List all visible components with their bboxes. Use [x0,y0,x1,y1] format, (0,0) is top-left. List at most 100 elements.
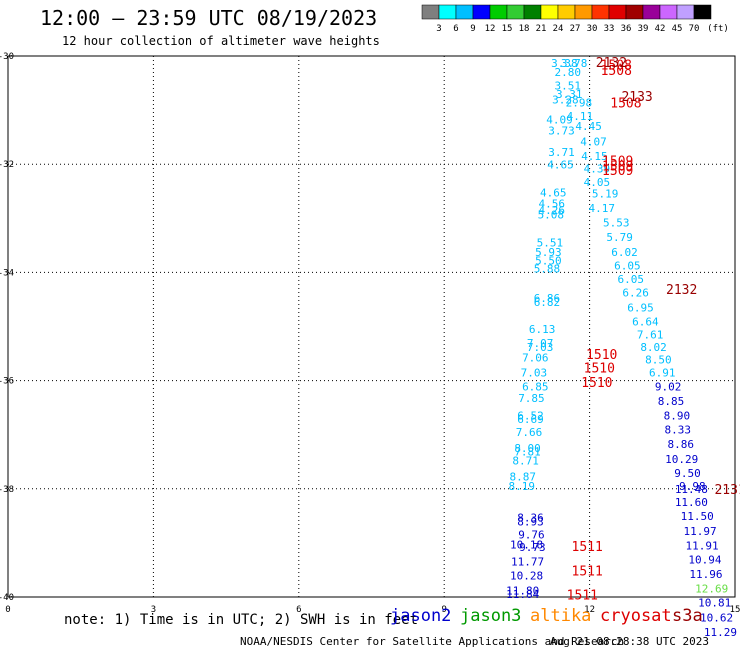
wave-height-label: 5.93 [535,246,562,259]
wave-height-label: 11.50 [681,510,714,523]
wave-height-label: 8.33 [665,424,692,437]
colorbar-unit-label: (ft) [707,24,729,34]
wave-height-label: 9.50 [674,467,701,480]
wave-height-label: 4.11 [567,110,594,123]
wave-height-label: 7.03 [521,366,548,379]
pass-time-label: 2132 [596,56,627,71]
wave-height-label: 8.86 [667,438,694,451]
wave-height-label: 10.28 [510,570,543,583]
colorbar-swatch [472,4,491,20]
colorbar-swatch [676,4,695,20]
wave-height-label: 6.05 [618,273,645,286]
wave-height-label: 5.53 [603,216,630,229]
wave-height-label: 8.93 [517,516,544,529]
wave-height-label: 6.26 [622,287,649,300]
wave-height-label: 6.69 [517,413,544,426]
pass-time-label: 1511 [572,540,603,555]
colorbar-swatch [506,4,525,20]
colorbar-tick-label: 9 [470,24,475,34]
pass-time-label: 1508 [610,96,641,111]
pass-time-label: 1510 [586,348,617,363]
legend-cryosat: cryosat [600,606,672,626]
colorbar-tick-label: 45 [672,24,683,34]
pass-time-label: 1510 [584,361,615,376]
colorbar-swatch [659,4,678,20]
wave-height-label: 8.90 [664,410,691,423]
wave-height-label: 6.91 [649,366,676,379]
wave-height-label: 8.85 [658,395,685,408]
wave-height-label: 11.29 [704,626,737,639]
colorbar-tick-label: 30 [587,24,598,34]
wave-height-label: 2.80 [555,66,582,79]
wave-height-label: 5.51 [537,236,564,249]
wave-height-label: 9.98 [679,480,706,493]
colorbar-tick-label: 6 [453,24,458,34]
wave-height-label: 7.85 [518,392,545,405]
colorbar-tick-label: 33 [604,24,615,34]
colorbar-tick-label: 24 [553,24,564,34]
wave-height-label: 4.65 [540,187,567,200]
wave-height-label: 3.51 [555,80,582,93]
wave-height-label: 2.98 [566,96,593,109]
wave-height-label: 8.19 [508,480,535,493]
wave-height-label: 8.00 [514,442,541,455]
colorbar-swatch [574,4,593,20]
wave-height-label: 4.26 [539,204,566,217]
wave-height-label: 3.73 [548,124,575,137]
legend-jason3: jason3 [460,606,522,626]
wave-height-label: 3.78 [561,57,588,70]
wave-height-label: 6.85 [522,380,549,393]
wave-height-label: 8.87 [509,471,536,484]
y-tick-label: -34 [0,268,14,278]
y-tick-label: -30 [0,52,14,62]
wave-height-label: 3.31 [556,88,583,101]
wave-height-label: 7.03 [527,341,554,354]
x-tick-label: 3 [151,605,156,615]
x-tick-label: 0 [5,605,10,615]
pass-time-label: 2133 [621,90,652,105]
wave-height-label: 4.39 [584,162,611,175]
colorbar-swatch [557,4,576,20]
colorbar: 3 6 9 12 15 18 21 24 27 30 33 36 39 42 45 70 (ft) [421,4,729,34]
legend-altika: altika [530,606,592,626]
x-tick-label: 12 [584,605,595,615]
colorbar-swatch [693,4,712,20]
colorbar-tick-label: 18 [519,24,530,34]
wave-height-label: 7.66 [516,426,543,439]
colorbar-tick-label: 3 [436,24,441,34]
wave-height-label: 6.64 [632,315,659,328]
wave-height-label: 12.69 [695,583,728,596]
colorbar-tick-label: 42 [655,24,666,34]
colorbar-swatch [608,4,627,20]
colorbar-swatch [438,4,457,20]
wave-height-label: 6.86 [534,292,561,305]
colorbar-tick-label: 70 [689,24,700,34]
wave-height-label: 10.94 [688,553,721,566]
wave-height-label: 9.02 [655,380,682,393]
wave-height-label: 8.50 [645,353,672,366]
wave-height-label: 6.95 [627,301,654,314]
wave-height-label: 3.28 [552,94,579,107]
wave-height-label: 10.29 [665,453,698,466]
wave-height-label: 8.36 [517,511,544,524]
legend-jason2: jason2 [390,606,452,626]
footer-timestamp: Aug 21 08:28:38 UTC 2023 [550,635,709,648]
colorbar-tick-label: 39 [638,24,649,34]
colorbar-swatch [591,4,610,20]
page-title: 12:00 – 23:59 UTC 08/19/2023 [40,6,378,30]
pass-time-label: 1508 [601,59,632,74]
wave-height-label: 11.96 [689,568,722,581]
colorbar-swatch [625,4,644,20]
wave-height-label: 11.48 [675,483,708,496]
wave-height-label: 9.73 [519,541,546,554]
wave-height-label: 6.52 [517,410,544,423]
wave-height-label: 5.79 [606,231,633,244]
wave-height-label: 6.82 [534,296,561,309]
wave-height-label: 10.81 [698,597,731,610]
colorbar-swatch [642,4,661,20]
plot-marks: 3.383.782.803.513.313.282.984.114.09 4.45… [506,56,740,639]
wave-height-label: 4.09 [546,114,573,127]
x-tick-label: 15 [730,605,740,615]
wave-height-label: 10.62 [700,611,733,624]
